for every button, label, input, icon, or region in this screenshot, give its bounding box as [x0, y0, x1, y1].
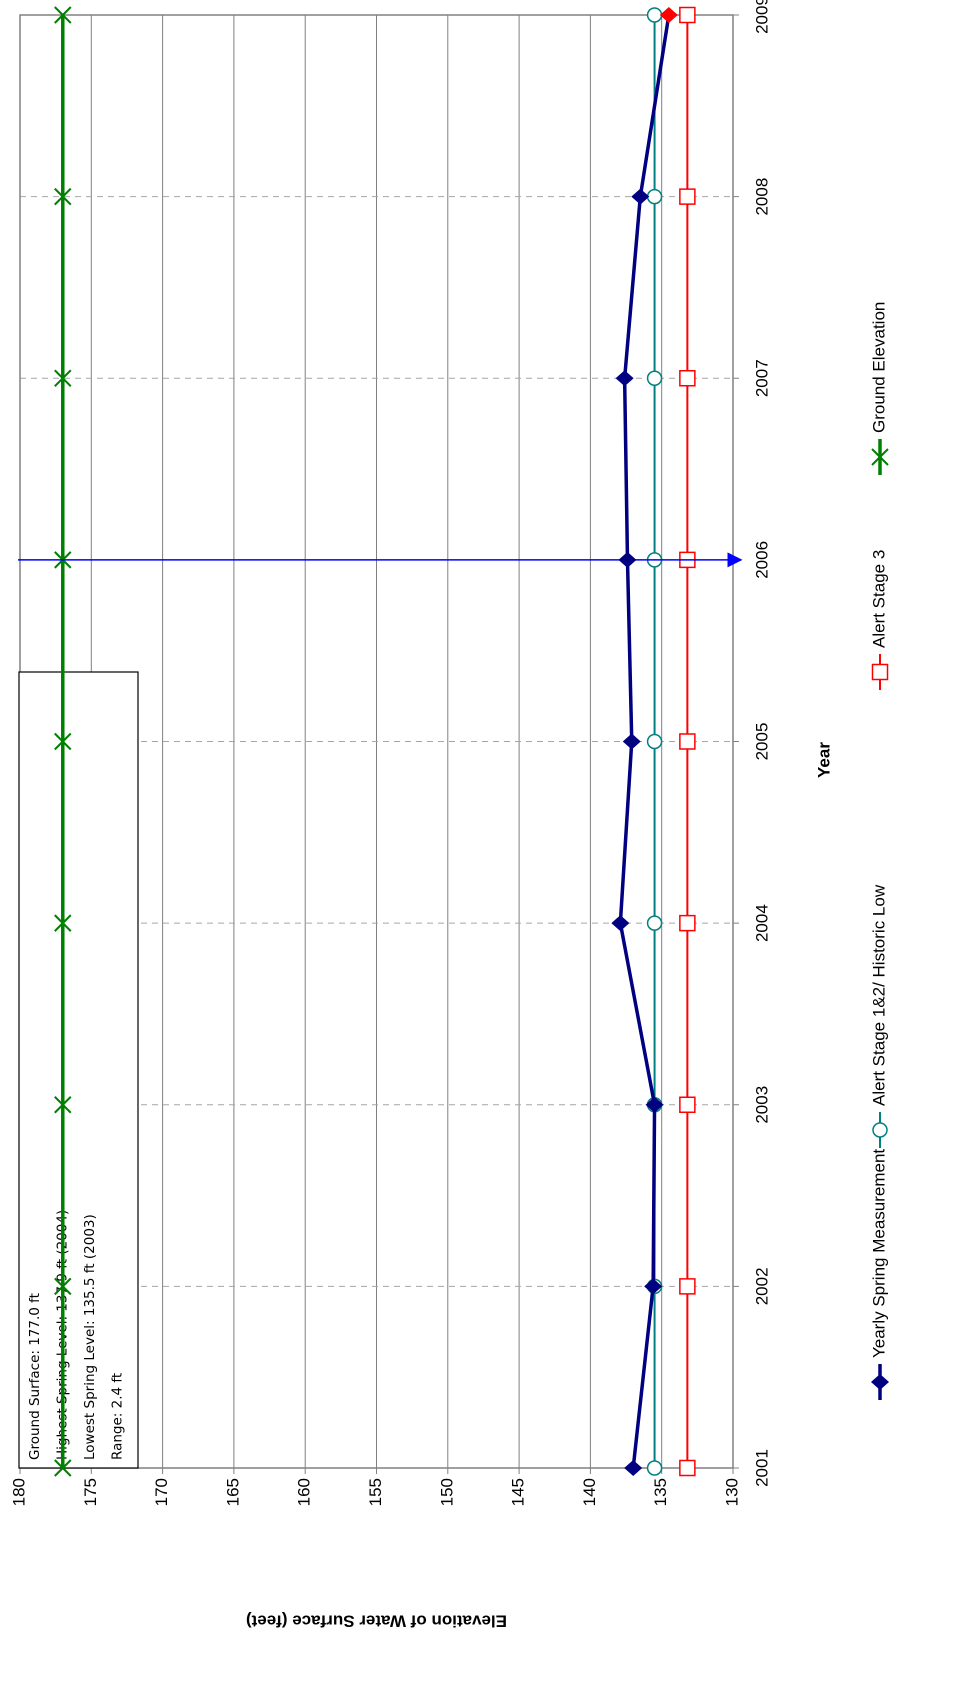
x-tick-label: 2003: [752, 1086, 771, 1124]
y-tick-label: 155: [366, 1478, 385, 1506]
marker: [679, 1459, 696, 1477]
marker: [646, 733, 663, 750]
x-tick-label: 2006: [752, 541, 771, 579]
annotation-text: Ground Surface: 177.0 ft: [27, 1293, 43, 1460]
marker: [679, 370, 696, 387]
marker: [54, 6, 72, 24]
marker: [679, 188, 696, 205]
annotation-text: Lowest Spring Level: 135.5 ft (2003): [82, 1214, 98, 1460]
marker: [54, 1459, 72, 1477]
x-tick-label: 2007: [752, 359, 771, 397]
marker: [679, 1278, 696, 1295]
marker: [54, 187, 72, 206]
y-tick-label: 140: [580, 1478, 599, 1506]
y-tick-label: 165: [223, 1478, 242, 1506]
legend-label: Ground Elevation: [869, 302, 888, 433]
marker: [646, 915, 663, 931]
marker: [54, 1277, 72, 1296]
marker: [622, 733, 641, 750]
marker: [54, 369, 72, 387]
annotation-box: [18, 671, 139, 1469]
marker: [659, 7, 678, 23]
y-tick-label: 130: [722, 1478, 741, 1506]
y-tick-label: 180: [9, 1478, 28, 1506]
marker: [54, 1096, 72, 1114]
x-tick-label: 2009: [752, 0, 771, 34]
x-tick-label: 2002: [752, 1267, 771, 1305]
x-tick-label: 2005: [752, 723, 771, 761]
x-tick-label: 2001: [752, 1449, 771, 1487]
y-tick-label: 150: [437, 1478, 456, 1506]
x-axis-title: Year: [814, 742, 833, 778]
legend-label: Alert Stage 3: [869, 550, 888, 648]
y-tick-label: 160: [295, 1478, 314, 1506]
marker: [618, 551, 637, 568]
marker: [679, 733, 696, 750]
marker: [615, 370, 634, 387]
y-tick-label: 135: [651, 1478, 670, 1506]
marker: [624, 1460, 643, 1476]
marker: [646, 188, 663, 205]
legend-label: Alert Stage 1&2/ Historic Low: [869, 884, 888, 1106]
rotated-chart: 130 135 140 145 150 155 160 165 170 175 180 2001 200…: [9, 0, 889, 1631]
legend-marker: [871, 1374, 889, 1390]
marker: [644, 1278, 663, 1295]
marker: [646, 1460, 663, 1476]
marker: [54, 914, 72, 932]
legend-marker: [871, 663, 889, 681]
legend-marker: [871, 448, 889, 466]
y-tick-label: 145: [509, 1478, 528, 1506]
marker: [631, 188, 650, 205]
x-tick-label: 2004: [752, 904, 771, 942]
annotation-text: Range: 2.4 ft: [110, 1373, 126, 1460]
legend-label: Yearly Spring Measurement: [869, 1149, 888, 1358]
y-axis-title: Elevation of Water Surface (feet): [246, 1612, 507, 1631]
marker: [611, 915, 630, 932]
marker: [645, 1096, 664, 1113]
legend-marker: [872, 1122, 888, 1138]
marker: [679, 6, 696, 24]
x-tick-label: 2008: [752, 178, 771, 216]
marker: [54, 732, 72, 751]
marker: [679, 914, 696, 932]
marker: [679, 1096, 696, 1113]
y-tick-label: 175: [81, 1478, 100, 1506]
marker: [646, 7, 663, 23]
y-tick-label: 170: [152, 1478, 171, 1506]
marker: [646, 370, 663, 386]
